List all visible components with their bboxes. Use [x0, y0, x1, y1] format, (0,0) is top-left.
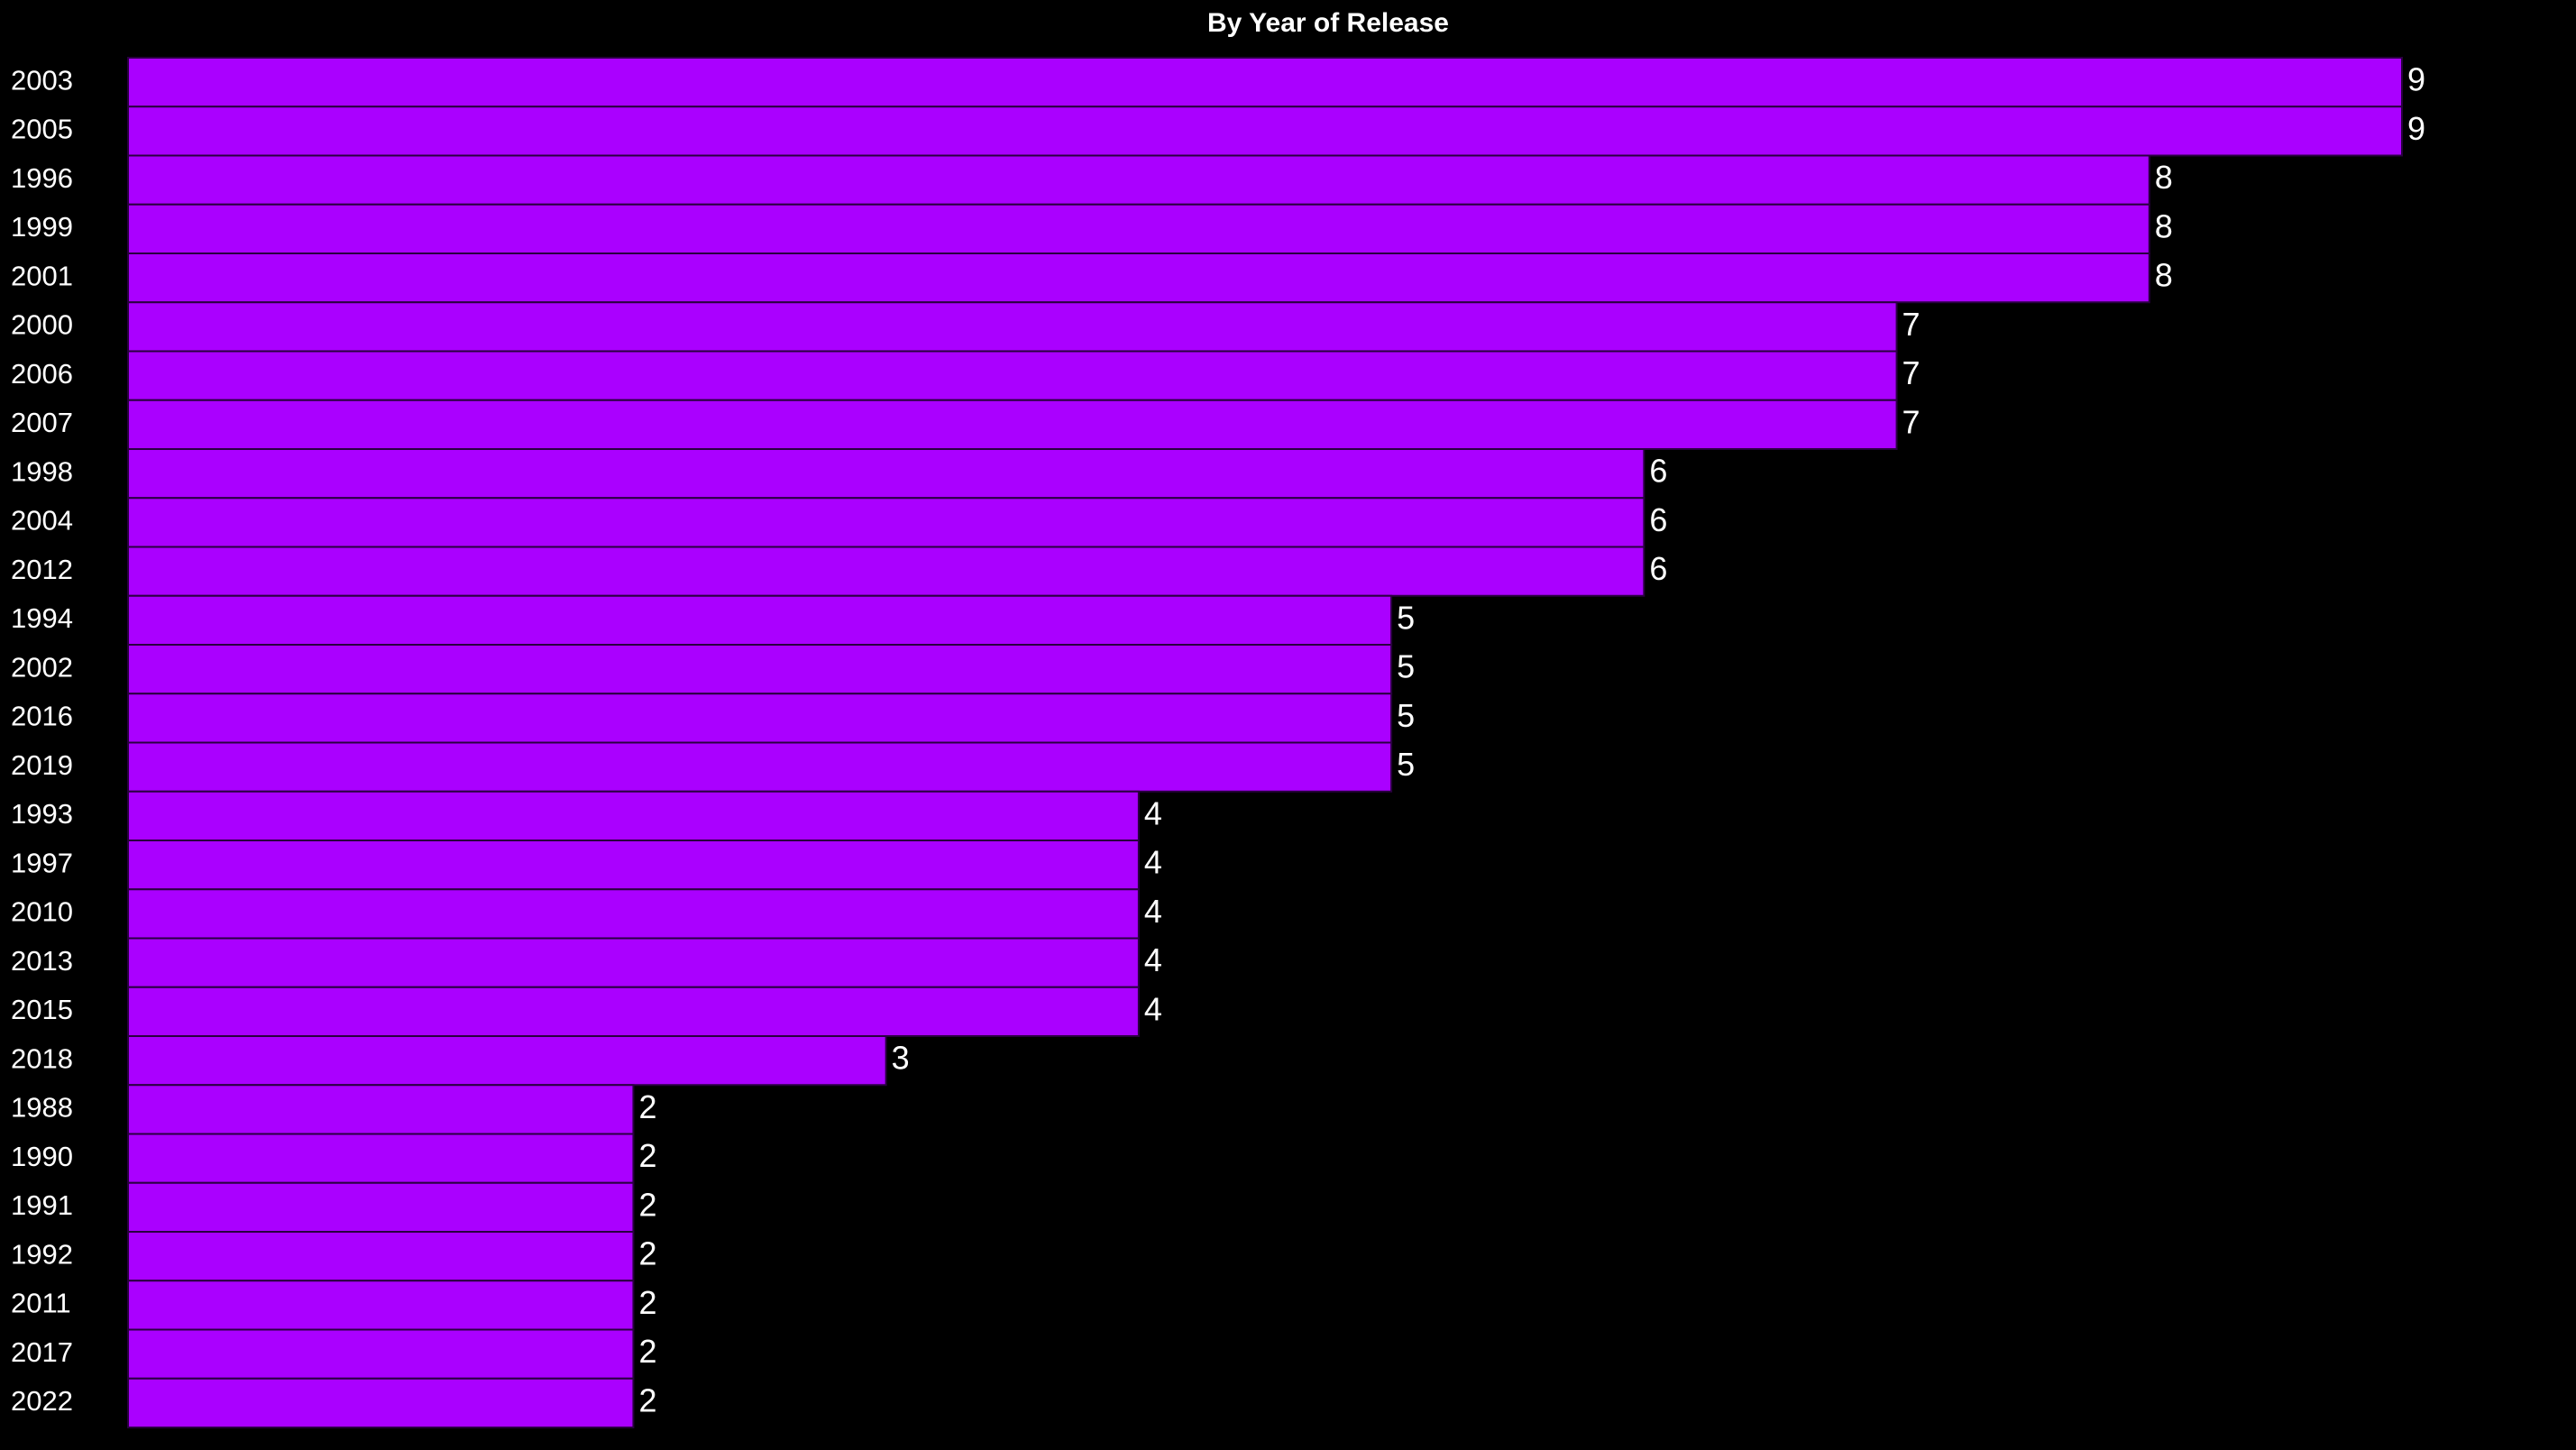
value-label: 2 [638, 1088, 656, 1125]
y-tick-label: 2003 [11, 64, 73, 96]
value-label: 8 [2155, 159, 2173, 196]
y-tick-label: 1990 [11, 1141, 73, 1172]
y-tick-label: 2016 [11, 701, 73, 732]
value-label: 6 [1649, 550, 1667, 587]
y-tick-label: 2013 [11, 945, 73, 977]
value-label: 6 [1649, 453, 1667, 490]
y-tick-label: 1991 [11, 1189, 73, 1221]
bar [127, 252, 2150, 304]
bar [127, 203, 2150, 254]
value-label: 7 [1902, 306, 1921, 343]
y-tick-label: 2006 [11, 358, 73, 390]
bar [127, 1181, 635, 1233]
value-label: 2 [638, 1284, 656, 1321]
bar [127, 840, 1140, 891]
y-tick-label: 2012 [11, 554, 73, 585]
value-label: 2 [638, 1381, 656, 1418]
value-label: 9 [2407, 110, 2425, 147]
value-label: 7 [1902, 354, 1921, 391]
y-tick-label: 2002 [11, 651, 73, 683]
value-label: 5 [1397, 697, 1415, 734]
y-tick-label: 2019 [11, 749, 73, 781]
y-tick-label: 1998 [11, 455, 73, 487]
y-tick-label: 2001 [11, 260, 73, 291]
value-label: 4 [1144, 941, 1162, 978]
value-label: 5 [1397, 746, 1415, 783]
value-label: 2 [638, 1137, 656, 1174]
y-tick-label: 2000 [11, 309, 73, 341]
value-label: 7 [1902, 403, 1921, 440]
value-label: 6 [1649, 501, 1667, 538]
bar [127, 937, 1140, 988]
value-label: 4 [1144, 844, 1162, 881]
y-tick-label: 2004 [11, 505, 73, 537]
y-tick-label: 1996 [11, 162, 73, 194]
bar [127, 1084, 635, 1135]
bar [127, 546, 1646, 597]
bar [127, 57, 2403, 108]
bar [127, 399, 1898, 450]
bar [127, 986, 1140, 1037]
bar [127, 741, 1393, 793]
y-tick-label: 1994 [11, 602, 73, 634]
bar [127, 301, 1898, 353]
bar [127, 154, 2150, 206]
bar [127, 1328, 635, 1380]
bar [127, 1280, 635, 1331]
y-tick-label: 1988 [11, 1092, 73, 1124]
value-label: 4 [1144, 893, 1162, 930]
value-label: 8 [2155, 207, 2173, 244]
y-tick-label: 2011 [11, 1288, 71, 1319]
value-label: 5 [1397, 599, 1415, 636]
value-label: 4 [1144, 794, 1162, 831]
value-label: 3 [892, 1040, 910, 1077]
bar [127, 106, 2403, 157]
bar [127, 888, 1140, 940]
y-tick-label: 2022 [11, 1385, 73, 1417]
y-tick-label: 2015 [11, 994, 73, 1025]
y-tick-label: 2007 [11, 407, 73, 438]
bar [127, 1231, 635, 1282]
y-tick-label: 2017 [11, 1336, 73, 1368]
bar [127, 1377, 635, 1428]
bar [127, 790, 1140, 841]
y-tick-label: 1997 [11, 847, 73, 878]
bar [127, 497, 1646, 548]
y-tick-label: 2010 [11, 896, 73, 928]
bar [127, 693, 1393, 744]
bar [127, 644, 1393, 695]
value-label: 8 [2155, 257, 2173, 294]
chart-title: By Year of Release [1207, 8, 1449, 38]
y-tick-label: 1999 [11, 211, 73, 243]
bar [127, 1035, 887, 1087]
value-label: 2 [638, 1186, 656, 1223]
value-label: 9 [2407, 61, 2425, 98]
value-label: 2 [638, 1235, 656, 1272]
y-tick-label: 2018 [11, 1042, 73, 1074]
value-label: 5 [1397, 648, 1415, 685]
bar [127, 594, 1393, 646]
y-tick-label: 1992 [11, 1238, 73, 1270]
value-label: 4 [1144, 990, 1162, 1027]
bar [127, 350, 1898, 401]
y-tick-label: 1993 [11, 798, 73, 830]
y-tick-label: 2005 [11, 114, 73, 145]
bar [127, 1133, 635, 1184]
bar [127, 448, 1646, 500]
value-label: 2 [638, 1333, 656, 1370]
